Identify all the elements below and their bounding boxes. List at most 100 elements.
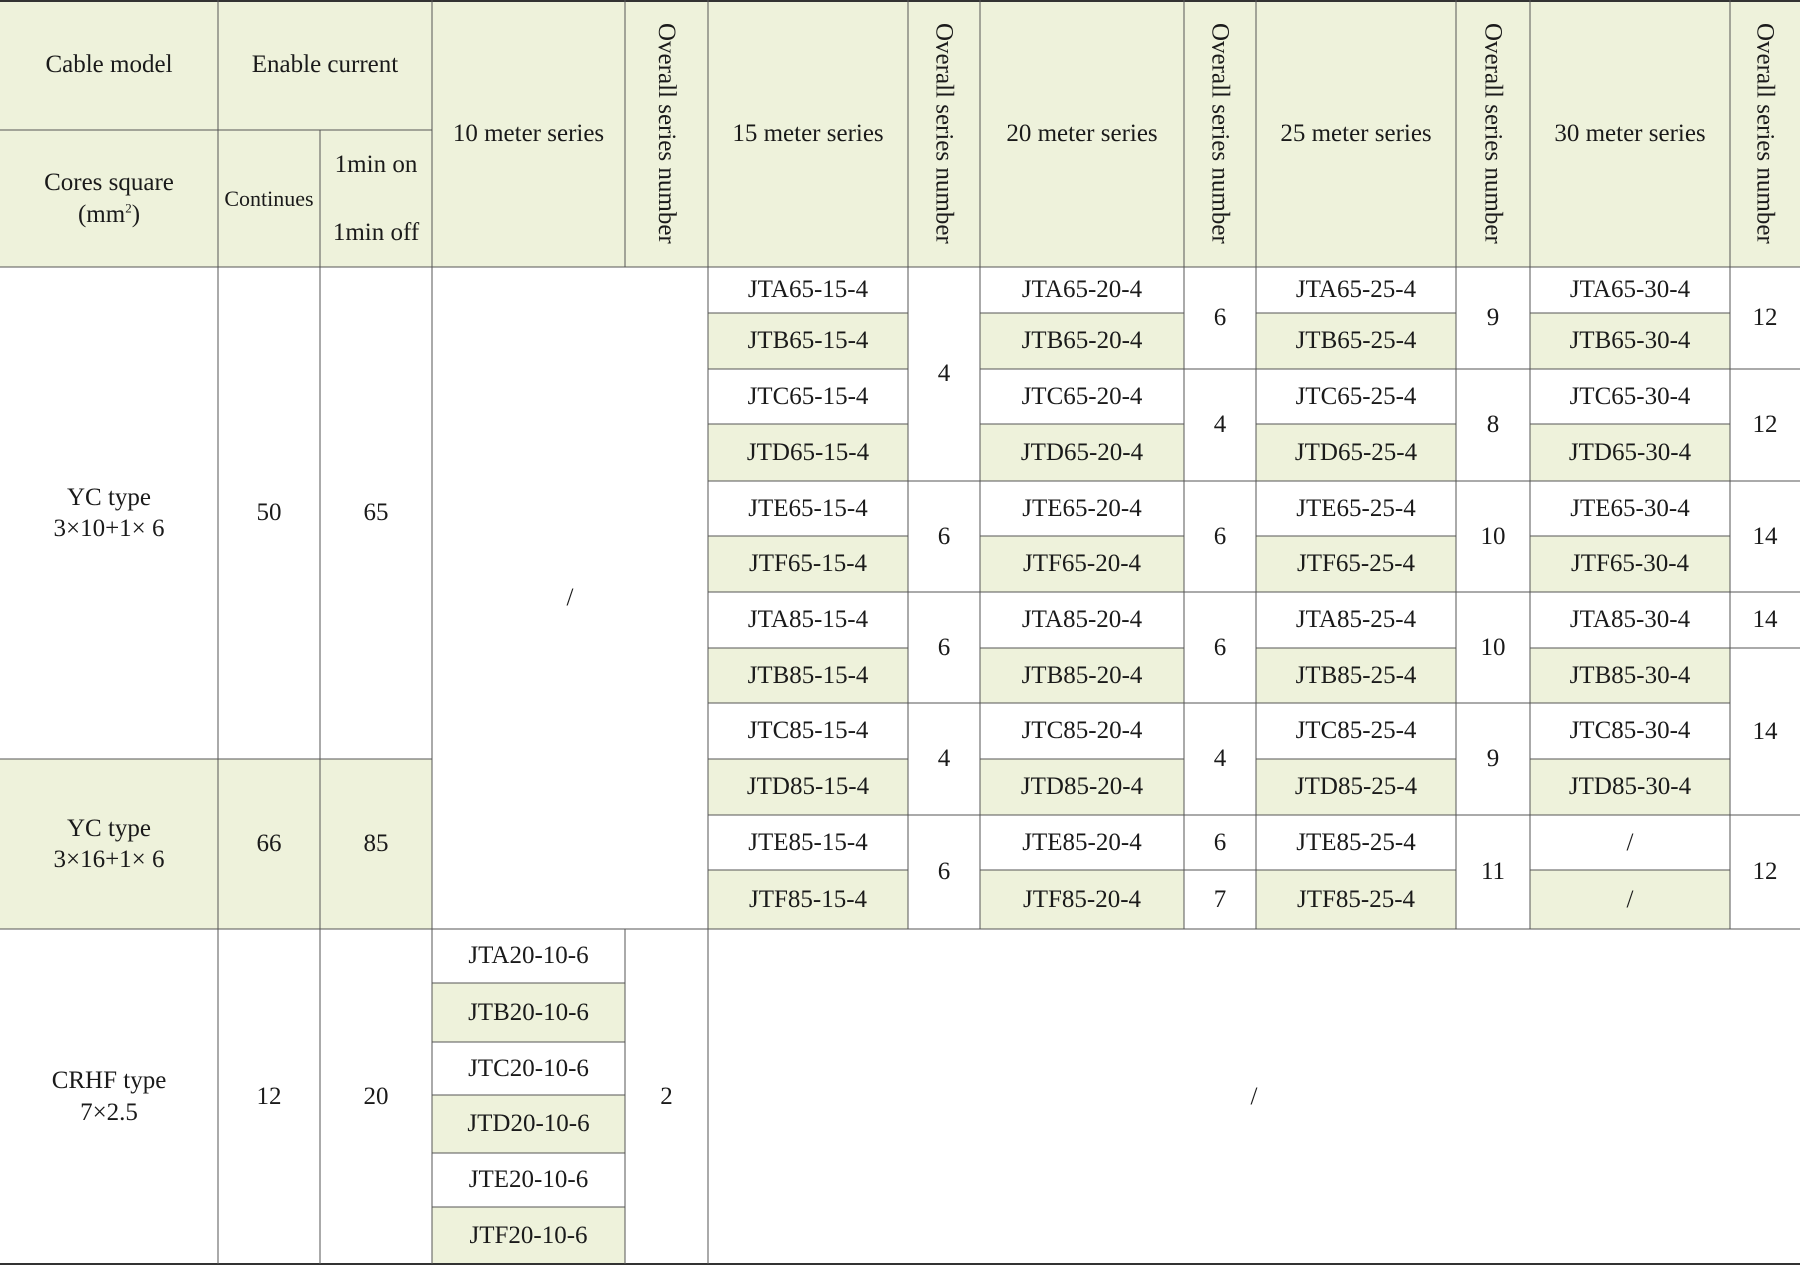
s15-row-10-text: JTE85-15-4 xyxy=(748,828,868,856)
s15-row-7-text: JTB85-15-4 xyxy=(747,661,869,689)
header-series-25-text: 25 meter series xyxy=(1280,119,1432,147)
s10-row-2: JTC20-10-6 xyxy=(432,1042,625,1095)
continues-2: 12 xyxy=(218,929,320,1264)
n25-0: 9 xyxy=(1456,267,1530,369)
s30-row-7: JTB85-30-4 xyxy=(1530,648,1730,703)
s10-row-5: JTF20-10-6 xyxy=(432,1207,625,1264)
s30-row-2-text: JTC65-30-4 xyxy=(1569,382,1691,410)
header-series-10: 10 meter series xyxy=(432,0,625,267)
header-enable-current-text: Enable current xyxy=(251,51,399,79)
n25-3-text: 10 xyxy=(1480,633,1506,661)
header-one-min-off: 1min off xyxy=(332,219,420,247)
s25-row-2: JTC65-25-4 xyxy=(1256,369,1456,424)
s20-row-11-text: JTF85-20-4 xyxy=(1022,885,1142,913)
n25-3: 10 xyxy=(1456,592,1530,703)
s25-row-4: JTE65-25-4 xyxy=(1256,481,1456,536)
n30-2: 14 xyxy=(1730,481,1800,592)
s20-row-3: JTD65-20-4 xyxy=(980,424,1184,481)
s20-row-6-text: JTA85-20-4 xyxy=(1021,606,1143,634)
s25-row-11-text: JTF85-25-4 xyxy=(1296,885,1416,913)
s30-row-10-text: / xyxy=(1626,828,1634,856)
n15-3-text: 4 xyxy=(937,745,951,773)
header-cable-model: Cable model xyxy=(0,0,218,130)
series-15-30-empty: / xyxy=(708,929,1800,1264)
n20-0-text: 6 xyxy=(1213,304,1227,332)
s30-row-9: JTD85-30-4 xyxy=(1530,759,1730,815)
model-0: YC type 3×10+1× 6 xyxy=(0,267,218,759)
header-overall-number-30: Overall series number xyxy=(1730,0,1800,267)
s15-row-1: JTB65-15-4 xyxy=(708,313,908,369)
cores-square-unit: (mm xyxy=(77,200,126,228)
s25-row-9: JTD85-25-4 xyxy=(1256,759,1456,815)
s15-row-0: JTA65-15-4 xyxy=(708,267,908,313)
s25-row-7: JTB85-25-4 xyxy=(1256,648,1456,703)
s30-row-3: JTD65-30-4 xyxy=(1530,424,1730,481)
n20-1: 4 xyxy=(1184,369,1256,481)
n15-1: 6 xyxy=(908,481,980,592)
s15-row-2: JTC65-15-4 xyxy=(708,369,908,424)
n15-4: 6 xyxy=(908,815,980,929)
on-off-0: 65 xyxy=(320,267,432,759)
header-series-15: 15 meter series xyxy=(708,0,908,267)
s25-row-5-text: JTF65-25-4 xyxy=(1296,550,1416,578)
header-cable-model-text: Cable model xyxy=(45,51,173,79)
header-overall-number-15-text: Overall series number xyxy=(930,23,958,244)
series-10-empty: / xyxy=(432,267,708,929)
s20-row-9-text: JTD85-20-4 xyxy=(1020,773,1144,801)
s30-row-1-text: JTB65-30-4 xyxy=(1569,327,1691,355)
s15-row-5: JTF65-15-4 xyxy=(708,536,908,592)
header-series-20: 20 meter series xyxy=(980,0,1184,267)
n20-4: 4 xyxy=(1184,703,1256,815)
n20-5: 6 xyxy=(1184,815,1256,870)
s15-row-3: JTD65-15-4 xyxy=(708,424,908,481)
s25-row-0: JTA65-25-4 xyxy=(1256,267,1456,313)
n20-4-text: 4 xyxy=(1213,745,1227,773)
cores-square-unit-sup: 2 xyxy=(125,200,132,216)
n10-0: 2 xyxy=(625,929,708,1264)
s30-row-3-text: JTD65-30-4 xyxy=(1568,438,1692,466)
s30-row-4-text: JTE65-30-4 xyxy=(1570,494,1690,522)
n20-6: 7 xyxy=(1184,870,1256,929)
on-off-2: 20 xyxy=(320,929,432,1264)
s20-row-6: JTA85-20-4 xyxy=(980,592,1184,648)
s25-row-1-text: JTB65-25-4 xyxy=(1295,327,1417,355)
s30-row-11: / xyxy=(1530,870,1730,929)
s15-row-3-text: JTD65-15-4 xyxy=(746,438,870,466)
header-enable-current: Enable current xyxy=(218,0,432,130)
s30-row-8-text: JTC85-30-4 xyxy=(1569,717,1691,745)
n25-2-text: 10 xyxy=(1480,522,1506,550)
n25-5: 11 xyxy=(1456,815,1530,929)
continues-0-text: 50 xyxy=(256,499,282,527)
s20-row-0: JTA65-20-4 xyxy=(980,267,1184,313)
s30-row-6-text: JTA85-30-4 xyxy=(1569,606,1691,634)
model-1: YC type 3×16+1× 6 xyxy=(0,759,218,929)
s10-row-5-text: JTF20-10-6 xyxy=(469,1221,588,1249)
s30-row-5-text: JTF65-30-4 xyxy=(1570,550,1690,578)
n30-4: 14 xyxy=(1730,648,1800,815)
n20-5-text: 6 xyxy=(1213,828,1227,856)
s20-row-4: JTE65-20-4 xyxy=(980,481,1184,536)
s15-row-10: JTE85-15-4 xyxy=(708,815,908,870)
header-series-25: 25 meter series xyxy=(1256,0,1456,267)
n20-1-text: 4 xyxy=(1213,411,1227,439)
s30-row-7-text: JTB85-30-4 xyxy=(1569,661,1691,689)
s30-row-0-text: JTA65-30-4 xyxy=(1569,276,1691,304)
s25-row-11: JTF85-25-4 xyxy=(1256,870,1456,929)
n15-2: 6 xyxy=(908,592,980,703)
s20-row-4-text: JTE65-20-4 xyxy=(1022,494,1142,522)
s15-row-0-text: JTA65-15-4 xyxy=(747,276,869,304)
s30-row-1: JTB65-30-4 xyxy=(1530,313,1730,369)
s10-row-4: JTE20-10-6 xyxy=(432,1153,625,1207)
s30-row-4: JTE65-30-4 xyxy=(1530,481,1730,536)
continues-1-text: 66 xyxy=(256,830,282,858)
on-off-2-text: 20 xyxy=(363,1082,389,1110)
s15-row-6: JTA85-15-4 xyxy=(708,592,908,648)
s20-row-8: JTC85-20-4 xyxy=(980,703,1184,759)
s15-row-4-text: JTE65-15-4 xyxy=(748,494,868,522)
n15-2-text: 6 xyxy=(937,633,951,661)
s30-row-10: / xyxy=(1530,815,1730,870)
header-continues: Continues xyxy=(218,130,320,267)
on-off-1-text: 85 xyxy=(363,830,389,858)
header-overall-number-15: Overall series number xyxy=(908,0,980,267)
s25-row-7-text: JTB85-25-4 xyxy=(1295,661,1417,689)
